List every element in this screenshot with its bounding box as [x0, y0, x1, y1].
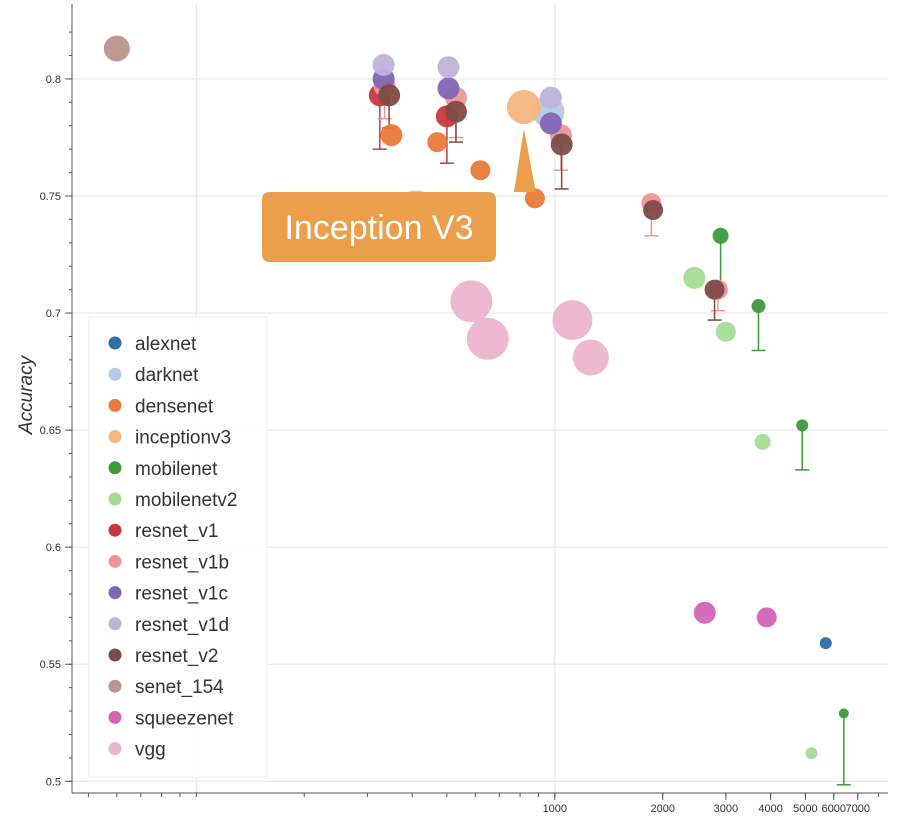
callout-label: Inception V3 [284, 209, 473, 247]
data-point-resnet_v2 [378, 84, 401, 107]
data-point-mobilenet [796, 419, 809, 432]
y-tick-label: 0.55 [40, 659, 61, 671]
y-tick-label: 0.65 [40, 425, 61, 437]
data-point-resnet_v2 [643, 200, 664, 221]
data-point-resnet_v1c [437, 77, 460, 100]
legend-marker-squeezenet [108, 710, 122, 724]
data-point-densenet [380, 124, 403, 147]
legend-label-darknet: darknet [135, 365, 199, 386]
legend-label-resnet_v1b: resnet_v1b [135, 552, 229, 573]
legend-marker-resnet_v1b [108, 554, 122, 568]
data-point-resnet_v2 [444, 100, 467, 123]
data-point-vgg [572, 339, 609, 376]
data-point-densenet [427, 132, 448, 153]
legend-label-resnet_v1c: resnet_v1c [135, 584, 228, 605]
data-point-alexnet [819, 637, 832, 650]
legend-marker-resnet_v1 [108, 523, 122, 537]
legend-marker-mobilenet [108, 461, 122, 475]
legend-marker-densenet [108, 398, 122, 412]
legend-marker-resnet_v1d [108, 617, 122, 631]
legend: alexnet darknet densenet inceptionv3 mobilen… [88, 316, 268, 778]
legend-marker-darknet [108, 367, 122, 381]
data-point-squeezenet [756, 607, 777, 628]
data-point-vgg [466, 317, 509, 360]
data-point-resnet_v2 [704, 279, 725, 300]
legend-label-alexnet: alexnet [135, 334, 197, 355]
x-tick-label: 1000 [543, 803, 567, 815]
data-point-mobilenetv2 [805, 747, 818, 760]
y-tick-label: 0.5 [46, 776, 61, 788]
x-tick-label: 2000 [650, 803, 674, 815]
legend-label-resnet_v1: resnet_v1 [135, 521, 218, 542]
inception-v3-callout: Inception V3 [262, 129, 536, 262]
axes: 0.5 0.55 0.6 0.65 0.7 0.75 0.8 1000 2000 3000 4000… [40, 4, 888, 815]
x-tick-label: 4000 [758, 803, 782, 815]
legend-marker-resnet_v1c [108, 586, 122, 600]
y-tick-label: 0.75 [40, 191, 61, 203]
legend-marker-vgg [108, 742, 122, 756]
x-tick-label: 3000 [714, 803, 738, 815]
data-point-vgg [450, 280, 493, 323]
data-point-mobilenet [838, 708, 849, 719]
data-point-inceptionv3 [506, 90, 541, 125]
data-point-mobilenetv2 [683, 266, 706, 289]
data-point-mobilenet [751, 299, 766, 314]
legend-box [88, 316, 268, 778]
data-point-resnet_v2 [550, 133, 573, 156]
legend-label-inceptionv3: inceptionv3 [135, 428, 231, 449]
legend-label-senet_154: senet_154 [135, 677, 224, 698]
data-point-vgg [552, 300, 593, 341]
data-point-resnet_v1d [539, 86, 562, 109]
legend-marker-senet_154 [108, 679, 122, 693]
legend-label-squeezenet: squeezenet [135, 708, 234, 729]
legend-marker-alexnet [108, 336, 122, 350]
legend-label-densenet: densenet [135, 396, 214, 417]
y-tick-label: 0.7 [46, 308, 61, 320]
x-tick-label: 6000 [822, 803, 846, 815]
legend-marker-mobilenetv2 [108, 492, 122, 506]
y-axis-title: Accuracy [16, 354, 37, 435]
legend-marker-resnet_v2 [108, 648, 122, 662]
data-point-densenet [470, 160, 491, 181]
x-tick-label: 5000 [793, 803, 817, 815]
callout-box [262, 129, 536, 262]
data-point-squeezenet [693, 601, 716, 624]
data-point-mobilenetv2 [754, 433, 771, 450]
legend-label-mobilenetv2: mobilenetv2 [135, 490, 237, 511]
data-point-mobilenetv2 [715, 321, 736, 342]
legend-label-mobilenet: mobilenet [135, 459, 218, 480]
data-point-densenet [524, 188, 545, 209]
data-point-senet_154 [103, 35, 130, 62]
data-point-resnet_v1c [539, 112, 562, 135]
legend-label-resnet_v2: resnet_v2 [135, 646, 218, 667]
data-point-mobilenet [712, 227, 729, 244]
x-tick-label: 7000 [846, 803, 870, 815]
legend-label-resnet_v1d: resnet_v1d [135, 615, 229, 636]
y-tick-label: 0.6 [46, 542, 61, 554]
data-point-resnet_v1d [437, 56, 460, 79]
legend-marker-inceptionv3 [108, 430, 122, 444]
y-tick-label: 0.8 [46, 74, 61, 86]
legend-label-vgg: vgg [135, 740, 166, 761]
data-point-resnet_v1d [372, 53, 395, 76]
